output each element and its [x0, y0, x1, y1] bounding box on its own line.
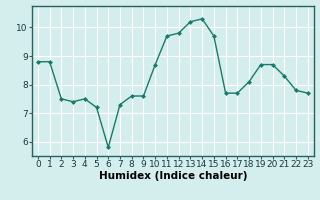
X-axis label: Humidex (Indice chaleur): Humidex (Indice chaleur)	[99, 171, 247, 181]
